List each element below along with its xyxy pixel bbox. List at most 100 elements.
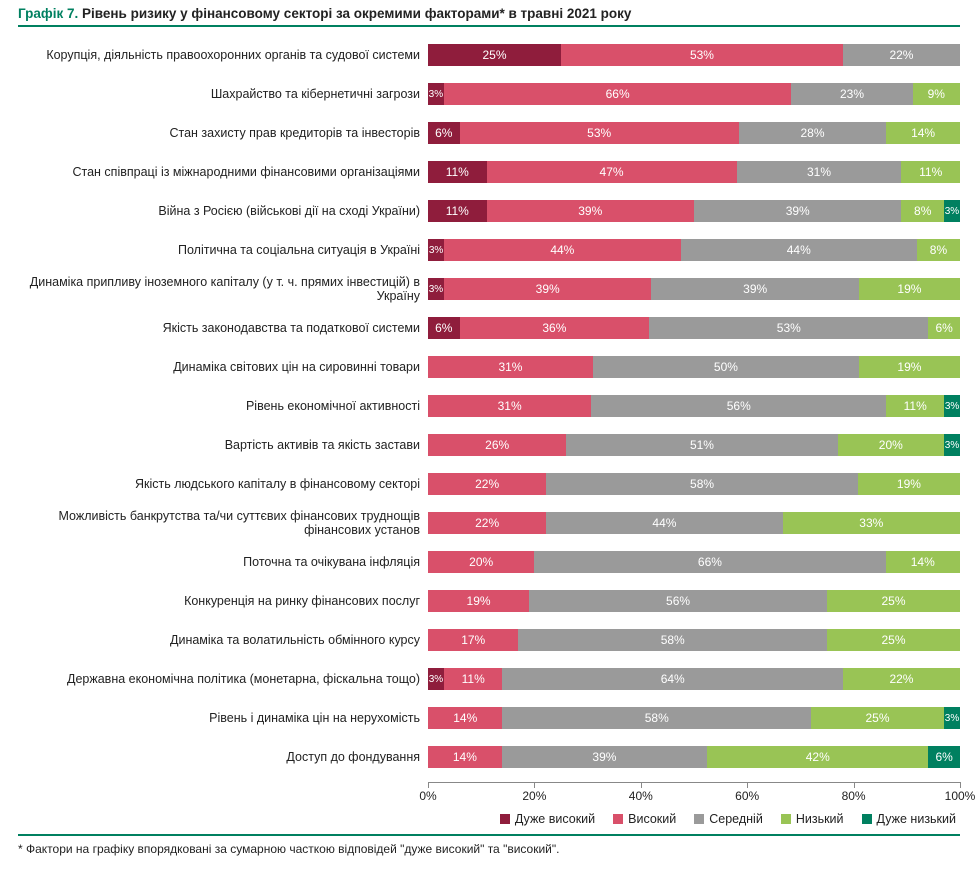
bar-track: 11%47%31%11% <box>428 161 960 183</box>
bar-segment-low: 14% <box>886 551 960 573</box>
bar-segment-medium: 58% <box>518 629 827 651</box>
bar-segment-very_high: 6% <box>428 317 460 339</box>
bar-segment-low: 8% <box>901 200 944 222</box>
bar-track: 3%39%39%19% <box>428 278 960 300</box>
bar-track: 6%36%53%6% <box>428 317 960 339</box>
bar-segment-low: 25% <box>827 629 960 651</box>
legend-item-low: Низький <box>781 812 844 826</box>
bar-segment-very_low: 3% <box>944 200 960 222</box>
axis-tick-label: 20% <box>522 789 546 803</box>
bar-segment-very_high: 11% <box>428 200 487 222</box>
chart-legend: Дуже високийВисокийСереднійНизькийДуже н… <box>18 812 960 826</box>
bar-segment-low: 19% <box>859 356 960 378</box>
bar-segment-high: 44% <box>444 239 680 261</box>
bar-segment-high: 31% <box>428 356 593 378</box>
bar-segment-high: 20% <box>428 551 534 573</box>
bar-segment-low: 8% <box>917 239 960 261</box>
footnote-divider <box>18 834 960 836</box>
chart-row: Якість людського капіталу в фінансовому … <box>18 468 960 500</box>
chart-row: Можливість банкрутства та/чи суттєвих фі… <box>18 507 960 539</box>
axis-tick <box>747 782 748 788</box>
axis-tick <box>534 782 535 788</box>
row-label: Можливість банкрутства та/чи суттєвих фі… <box>18 509 428 538</box>
bar-segment-very_high: 3% <box>428 668 444 690</box>
chart-title-main: Рівень ризику у фінансовому секторі за о… <box>82 6 631 21</box>
bar-segment-very_high: 3% <box>428 278 444 300</box>
bar-segment-high: 53% <box>460 122 739 144</box>
bar-segment-medium: 50% <box>593 356 859 378</box>
chart-row: Конкуренція на ринку фінансових послуг19… <box>18 585 960 617</box>
chart-row: Політична та соціальна ситуація в Україн… <box>18 234 960 266</box>
row-label: Державна економічна політика (монетарна,… <box>18 672 428 686</box>
row-label: Корупція, діяльність правоохоронних орга… <box>18 48 428 62</box>
bar-segment-low: 14% <box>886 122 960 144</box>
legend-label: Дуже низький <box>877 812 956 826</box>
bar-segment-high: 26% <box>428 434 566 456</box>
legend-label: Високий <box>628 812 676 826</box>
chart-title-block: Графік 7. Рівень ризику у фінансовому се… <box>18 6 960 27</box>
bar-segment-very_low: 3% <box>944 395 960 417</box>
chart-footnote: * Фактори на графіку впорядковані за сум… <box>18 842 960 856</box>
bar-track: 22%44%33% <box>428 512 960 534</box>
bar-track: 3%44%44%8% <box>428 239 960 261</box>
row-label: Поточна та очікувана інфляція <box>18 555 428 569</box>
bar-track: 22%58%19% <box>428 473 960 495</box>
bar-segment-low: 20% <box>838 434 944 456</box>
bar-segment-high: 47% <box>487 161 737 183</box>
chart-row: Якість законодавства та податкової систе… <box>18 312 960 344</box>
bar-segment-low: 11% <box>901 161 960 183</box>
bar-segment-high: 14% <box>428 707 502 729</box>
row-label: Стан захисту прав кредиторів та інвестор… <box>18 126 428 140</box>
bar-segment-medium: 56% <box>591 395 886 417</box>
chart-row: Поточна та очікувана інфляція20%66%14% <box>18 546 960 578</box>
legend-item-medium: Середній <box>694 812 763 826</box>
bar-segment-low: 25% <box>827 590 960 612</box>
bar-segment-very_high: 3% <box>428 239 444 261</box>
bar-segment-high: 11% <box>444 668 503 690</box>
bar-segment-low: 11% <box>886 395 944 417</box>
bar-track: 6%53%28%14% <box>428 122 960 144</box>
bar-segment-high: 66% <box>444 83 792 105</box>
bar-segment-medium: 44% <box>681 239 917 261</box>
stacked-bar-chart: Корупція, діяльність правоохоронних орга… <box>18 39 960 780</box>
bar-segment-very_high: 25% <box>428 44 561 66</box>
bar-segment-medium: 28% <box>739 122 886 144</box>
bar-segment-high: 39% <box>444 278 651 300</box>
bar-segment-medium: 31% <box>737 161 902 183</box>
bar-segment-medium: 39% <box>651 278 858 300</box>
row-label: Стан співпраці із міжнародними фінансови… <box>18 165 428 179</box>
bar-segment-high: 22% <box>428 473 546 495</box>
bar-segment-medium: 22% <box>843 44 960 66</box>
bar-segment-low: 9% <box>913 83 960 105</box>
chart-row: Динаміка світових цін на сировинні товар… <box>18 351 960 383</box>
chart-row: Рівень економічної активності31%56%11%3% <box>18 390 960 422</box>
bar-track: 20%66%14% <box>428 551 960 573</box>
bar-segment-high: 31% <box>428 395 591 417</box>
bar-segment-medium: 44% <box>546 512 782 534</box>
bar-segment-medium: 56% <box>529 590 827 612</box>
axis-tick-label: 100% <box>945 789 976 803</box>
bar-segment-low: 33% <box>783 512 960 534</box>
bar-segment-medium: 64% <box>502 668 842 690</box>
bar-segment-high: 22% <box>428 512 546 534</box>
x-axis: 0%20%40%60%80%100% <box>18 780 960 802</box>
bar-segment-medium: 51% <box>566 434 837 456</box>
chart-row: Стан захисту прав кредиторів та інвестор… <box>18 117 960 149</box>
bar-segment-high: 36% <box>460 317 650 339</box>
chart-row: Шахрайство та кібернетичні загрози3%66%2… <box>18 78 960 110</box>
chart-row: Корупція, діяльність правоохоронних орга… <box>18 39 960 71</box>
bar-segment-high: 19% <box>428 590 529 612</box>
chart-row: Вартість активів та якість застави26%51%… <box>18 429 960 461</box>
legend-item-high: Високий <box>613 812 676 826</box>
bar-segment-medium: 58% <box>546 473 858 495</box>
bar-segment-medium: 39% <box>502 746 707 768</box>
bar-segment-medium: 39% <box>694 200 901 222</box>
chart-row: Доступ до фондування14%39%42%6% <box>18 741 960 773</box>
chart-row: Динаміка та волатильність обмінного курс… <box>18 624 960 656</box>
axis-tick-label: 80% <box>842 789 866 803</box>
legend-item-very_low: Дуже низький <box>862 812 956 826</box>
legend-label: Низький <box>796 812 844 826</box>
chart-row: Динаміка припливу іноземного капіталу (у… <box>18 273 960 305</box>
row-label: Якість законодавства та податкової систе… <box>18 321 428 335</box>
row-label: Динаміка припливу іноземного капіталу (у… <box>18 275 428 304</box>
